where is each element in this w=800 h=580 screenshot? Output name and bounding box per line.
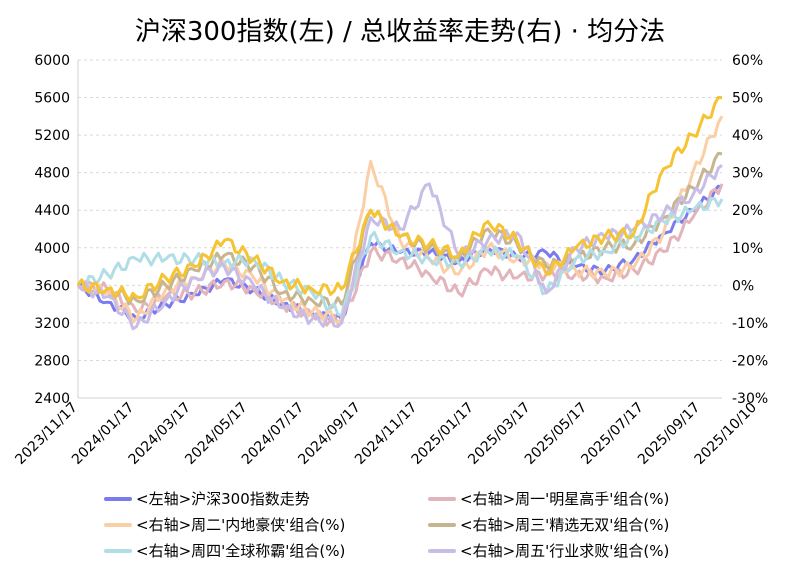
right-tick-label: 40%	[732, 128, 763, 144]
right-tick-label: 60%	[732, 53, 763, 69]
left-tick-label: 3600	[34, 278, 70, 294]
left-tick-label: 4400	[34, 203, 70, 219]
right-tick-label: 20%	[732, 203, 763, 219]
series-lines	[76, 96, 724, 331]
series-line	[76, 96, 723, 302]
left-tick-label: 4000	[34, 241, 70, 257]
x-axis: 2023/11/172024/01/172024/03/172024/05/17…	[12, 400, 760, 468]
chart-title: 沪深300指数(左) / 总收益率走势(右) · 均分法	[135, 17, 665, 47]
left-tick-label: 2800	[34, 353, 70, 369]
left-tick-label: 3200	[34, 316, 70, 332]
right-axis: 60% 50% 40% 30% 20% 10% 0% -10% -20% -30%	[732, 53, 768, 407]
left-axis: 6000 5600 5200 4800 4400 4000 3600 3200 2800 2400	[34, 53, 70, 407]
series-line	[77, 196, 724, 317]
right-tick-label: 0%	[732, 278, 754, 294]
right-tick-label: -20%	[732, 353, 768, 369]
left-tick-label: 2400	[34, 391, 70, 407]
left-tick-label: 5200	[34, 128, 70, 144]
series-line	[77, 115, 724, 324]
right-tick-label: 10%	[732, 241, 763, 257]
series-line	[76, 164, 723, 331]
right-tick-label: -30%	[732, 391, 768, 407]
right-tick-label: 50%	[732, 91, 763, 107]
left-tick-label: 5600	[34, 91, 70, 107]
right-tick-label: -10%	[732, 316, 768, 332]
left-tick-label: 6000	[34, 53, 70, 69]
right-tick-label: 30%	[732, 166, 763, 182]
series-line	[76, 183, 724, 327]
left-tick-label: 4800	[34, 166, 70, 182]
